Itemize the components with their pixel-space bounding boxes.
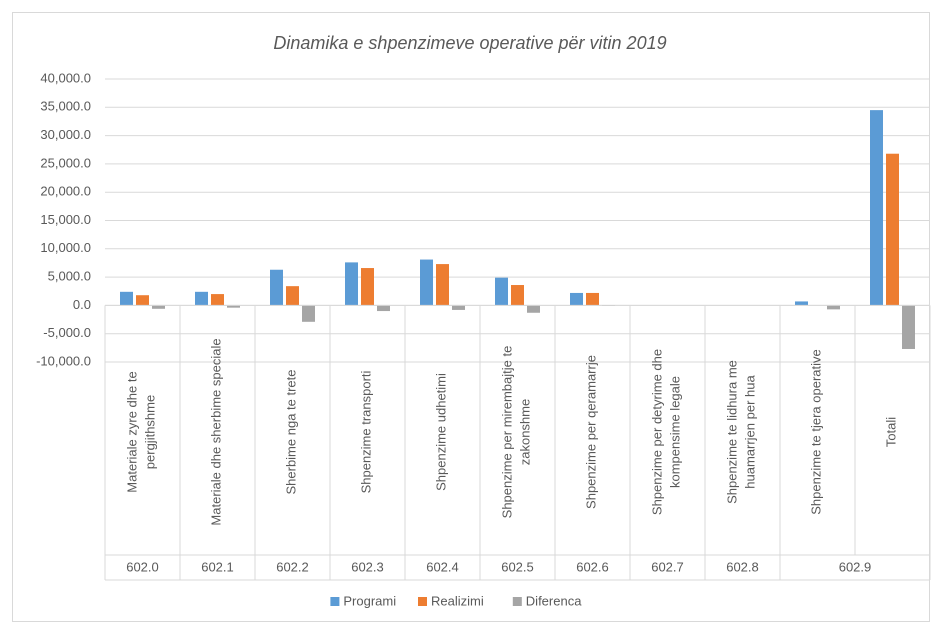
bar bbox=[377, 305, 390, 312]
y-tick-label: 10,000.0 bbox=[40, 240, 91, 255]
bar bbox=[827, 305, 840, 310]
bar bbox=[511, 285, 524, 306]
chart-border bbox=[12, 12, 930, 622]
legend-label: Programi bbox=[343, 593, 396, 608]
x-tick-label: Materiale dhe sherbime speciale bbox=[209, 338, 224, 525]
y-tick-label: 20,000.0 bbox=[40, 184, 91, 199]
bar bbox=[361, 268, 374, 306]
bar bbox=[436, 264, 449, 306]
legend-swatch bbox=[418, 597, 427, 606]
group-label: 602.7 bbox=[651, 559, 684, 574]
x-tick-label: Sherbime nga te trete bbox=[284, 369, 299, 494]
bar bbox=[211, 294, 224, 306]
group-label: 602.2 bbox=[276, 559, 309, 574]
bar bbox=[902, 305, 915, 349]
y-tick-label: -10,000.0 bbox=[36, 353, 91, 368]
legend-swatch bbox=[512, 597, 522, 606]
x-tick-label: Totali bbox=[884, 417, 899, 447]
group-label: 602.9 bbox=[839, 559, 872, 574]
group-label: 602.0 bbox=[126, 559, 159, 574]
x-tick-label: Shpenzime per detyrime dhe kompensime leg… bbox=[650, 349, 683, 515]
bar bbox=[152, 305, 165, 309]
x-tick-label: Shpenzime udhetimi bbox=[434, 373, 449, 491]
group-label: 602.4 bbox=[426, 559, 459, 574]
x-tick-label: Shpenzime te lidhura me huamarrjen per hu… bbox=[725, 360, 758, 504]
bar bbox=[586, 292, 599, 306]
bar bbox=[420, 259, 433, 306]
y-tick-label: 25,000.0 bbox=[40, 155, 91, 170]
y-tick-label: 0.0 bbox=[73, 297, 91, 312]
bar bbox=[870, 110, 883, 306]
chart-title: Dinamika e shpenzimeve operative për vit… bbox=[273, 33, 666, 53]
legend-swatch bbox=[330, 597, 340, 606]
x-tick-label: Shpenzime per qeramarrje bbox=[584, 355, 599, 509]
y-tick-label: 15,000.0 bbox=[40, 212, 91, 227]
group-label: 602.8 bbox=[726, 559, 759, 574]
y-tick-label: -5,000.0 bbox=[43, 325, 91, 340]
bar bbox=[886, 153, 899, 306]
y-tick-label: 40,000.0 bbox=[40, 70, 91, 85]
bar bbox=[120, 291, 133, 306]
x-tick-label: Shpenzime transporti bbox=[359, 370, 374, 493]
y-tick-label: 35,000.0 bbox=[40, 99, 91, 114]
bar bbox=[270, 269, 283, 306]
bar bbox=[570, 292, 583, 306]
bar bbox=[136, 295, 149, 306]
y-tick-label: 30,000.0 bbox=[40, 127, 91, 142]
group-label: 602.5 bbox=[501, 559, 534, 574]
group-label: 602.3 bbox=[351, 559, 384, 574]
legend-label: Diferenca bbox=[526, 593, 582, 608]
bar bbox=[195, 291, 208, 306]
bar bbox=[286, 286, 299, 306]
x-tick-label: Materiale zyre dhe te pergjithshme bbox=[125, 371, 158, 492]
x-tick-label: Shpenzime per mirembajtje te zakonshme bbox=[500, 346, 533, 519]
x-tick-label: Shpenzime te tjera operative bbox=[809, 349, 824, 514]
group-label: 602.1 bbox=[201, 559, 234, 574]
bar bbox=[527, 305, 540, 313]
bar bbox=[345, 262, 358, 306]
legend-label: Realizimi bbox=[431, 593, 484, 608]
y-tick-label: 5,000.0 bbox=[48, 269, 91, 284]
group-label: 602.6 bbox=[576, 559, 609, 574]
bar bbox=[795, 301, 808, 306]
bar bbox=[495, 277, 508, 306]
bar bbox=[227, 305, 240, 308]
bar bbox=[452, 305, 465, 310]
bar bbox=[302, 305, 315, 322]
